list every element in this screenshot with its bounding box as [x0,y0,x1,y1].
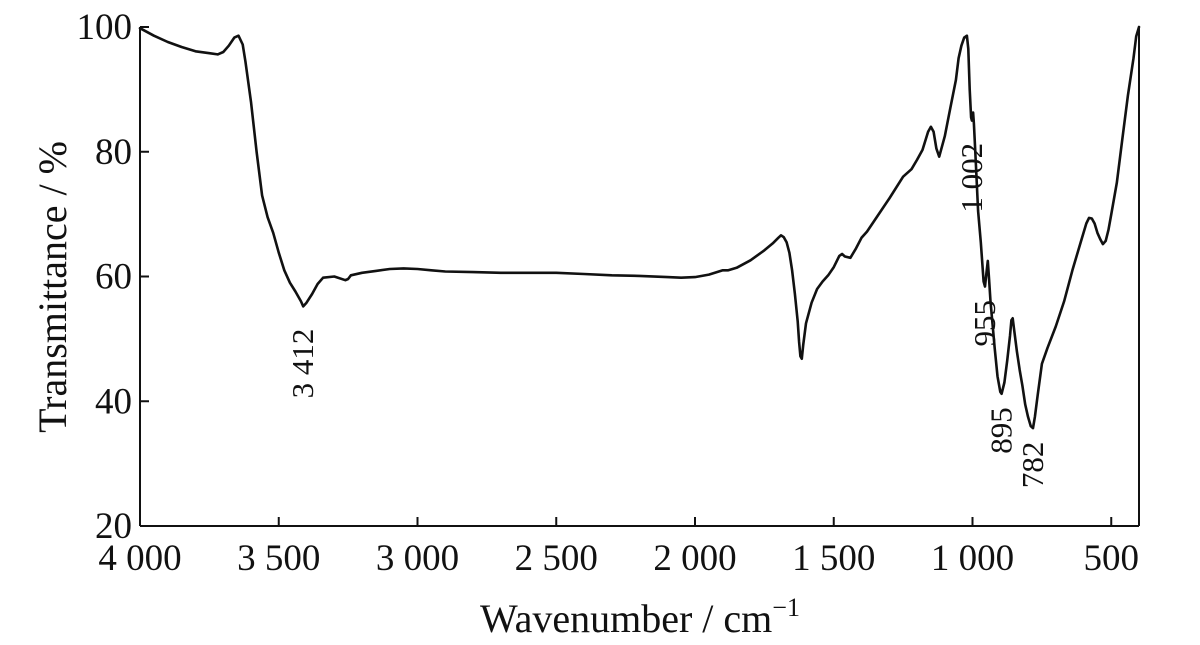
y-tick-label: 80 [95,132,132,173]
transmittance-series-line [138,25,1141,430]
x-tick-label: 3 000 [376,538,459,579]
peak-label: 3 412 [285,329,320,399]
x-tick-label: 2 000 [653,538,736,579]
x-tick-label: 1 000 [931,538,1014,579]
peak-label: 782 [1015,442,1050,489]
y-tick-label: 100 [77,7,133,48]
y-tick-label: 60 [95,257,132,298]
y-axis-ticks: 20 40 60 80 100 [77,7,149,547]
x-axis-unit-superscript: −1 [772,593,800,622]
x-tick-label: 3 500 [237,538,320,579]
x-axis-ticks: 4 000 3 500 3 000 2 500 2 000 1 500 1 000 500 [98,517,1139,579]
x-tick-label: 2 500 [515,538,598,579]
y-axis-title: Transmittance / % [30,141,75,433]
x-tick-label: 4 000 [98,538,181,579]
y-tick-label: 20 [95,506,132,547]
series-layer [138,25,1141,430]
x-tick-label: 500 [1084,538,1140,579]
x-tick-label: 1 500 [792,538,875,579]
peak-label: 1 002 [954,143,989,213]
peak-label: 895 [984,407,1019,454]
y-tick-label: 40 [95,381,132,422]
x-axis-title: Wavenumber / cm−1 [480,593,800,641]
peak-label: 955 [967,300,1002,347]
